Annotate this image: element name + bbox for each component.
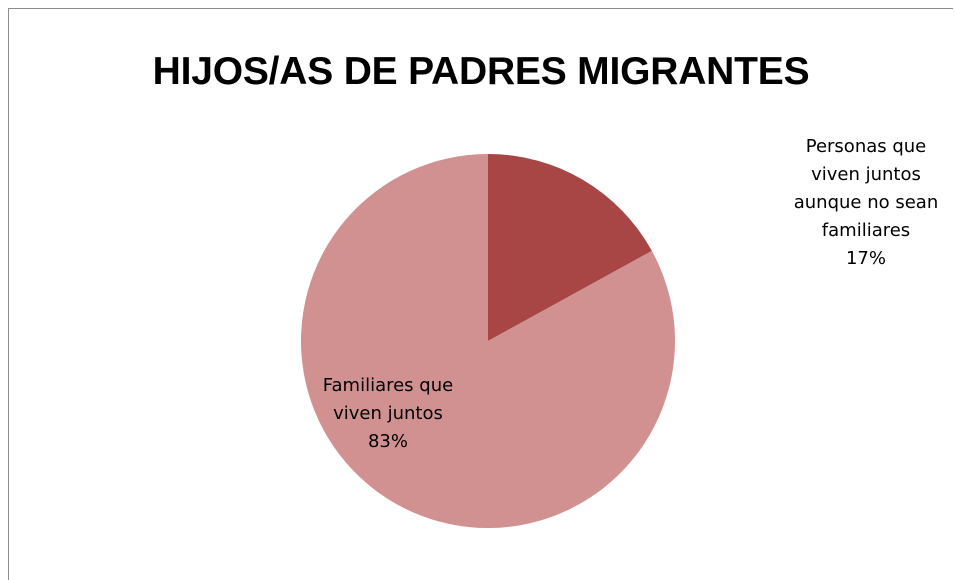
slice-label-familiares: Familiares que viven juntos 83% — [294, 372, 482, 456]
slice-label-line: viven juntos — [811, 164, 921, 185]
slice-percent: 83% — [367, 431, 408, 452]
slice-label-line: familiares — [821, 220, 911, 241]
pie-slice-familiares — [301, 154, 676, 528]
slice-label-line: Personas que — [805, 136, 927, 157]
slice-label-personas: Personas que viven juntos aunque no sean… — [768, 133, 955, 273]
slice-percent: 17% — [845, 248, 886, 269]
chart-title: HIJOS/AS DE PADRES MIGRANTES — [152, 50, 810, 93]
pie-slice-personas — [488, 153, 652, 341]
slice-label-line: aunque no sean — [793, 192, 939, 213]
slice-label-line: viven juntos — [333, 403, 443, 424]
slice-label-line: Familiares que — [322, 375, 454, 396]
